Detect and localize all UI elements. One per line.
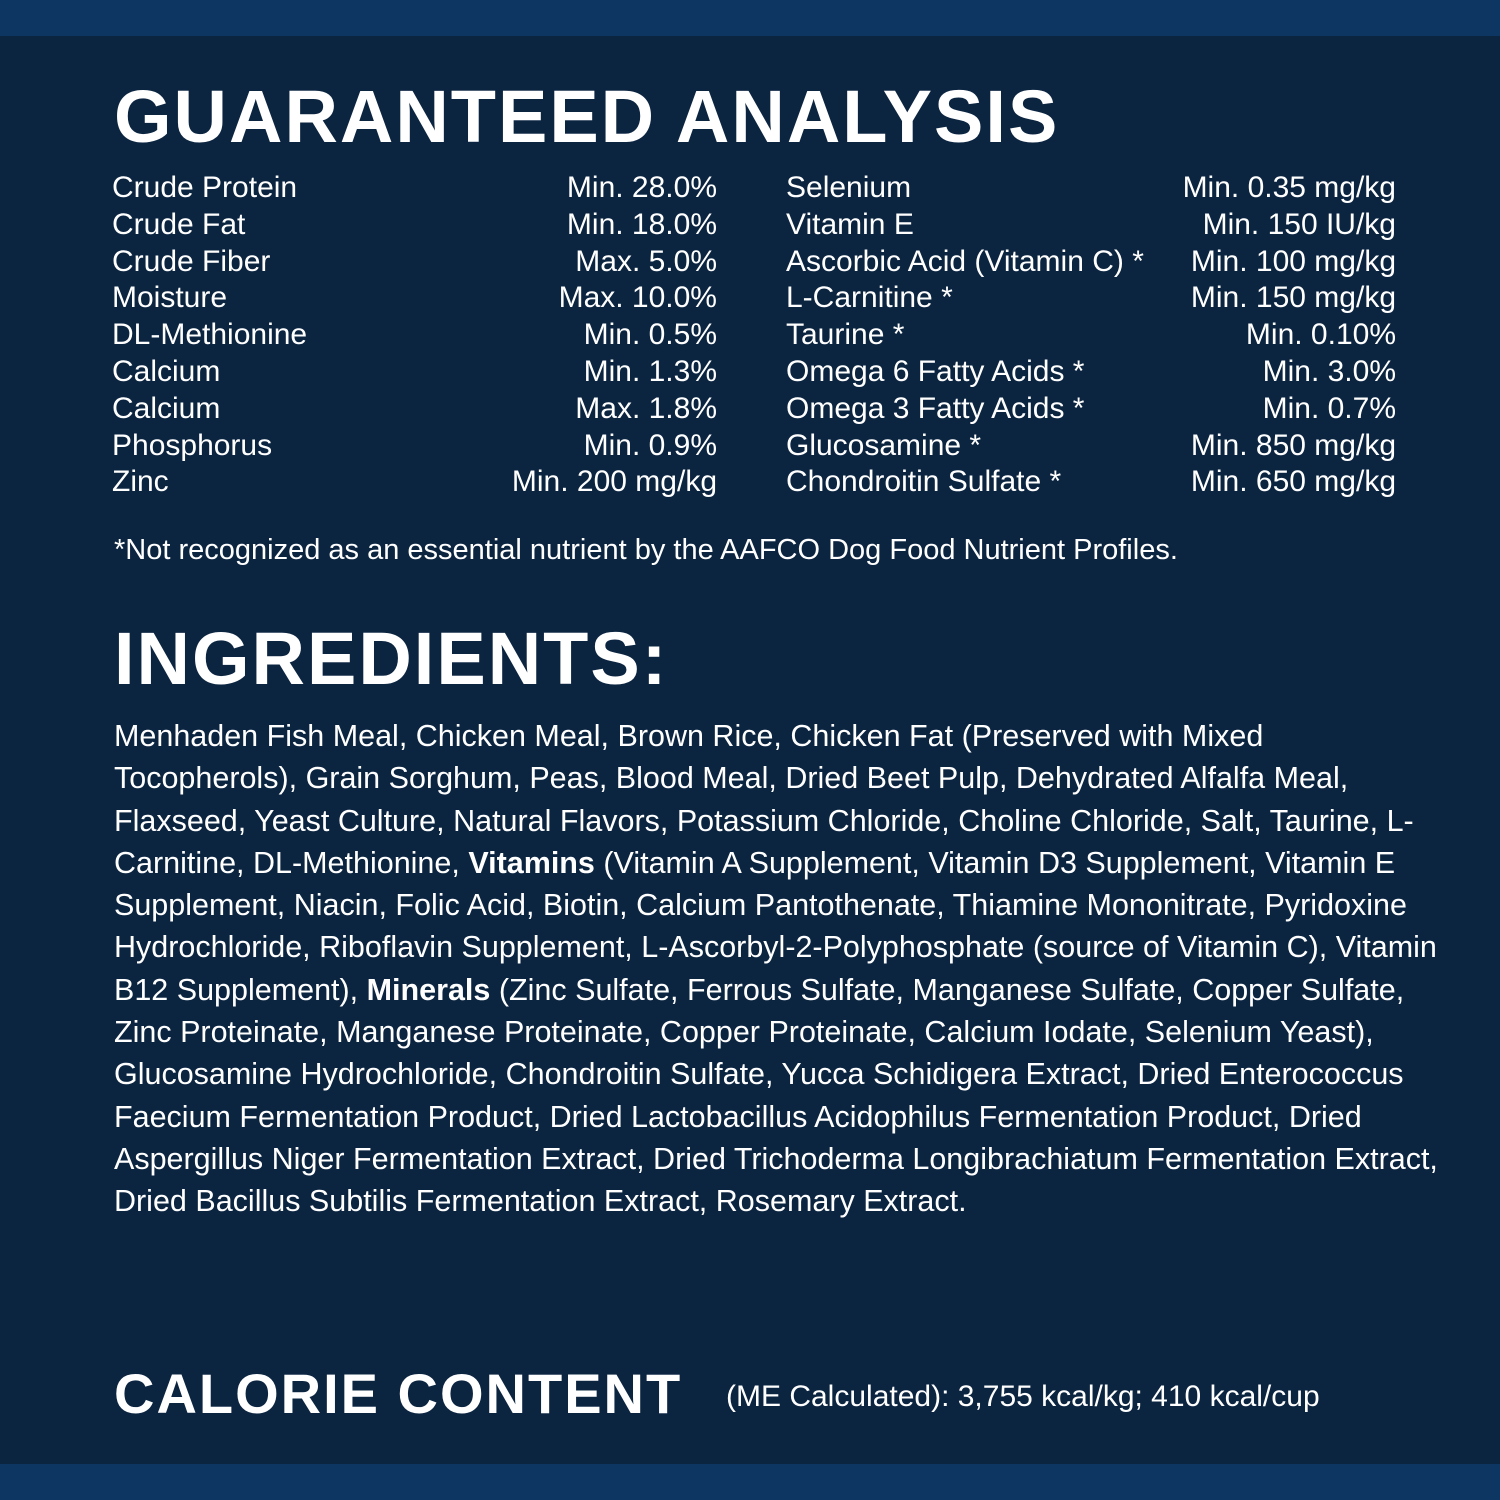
- nutrient-label: L-Carnitine *: [786, 281, 953, 315]
- analysis-row: Vitamin E Min. 150 IU/kg: [786, 207, 1396, 244]
- nutrient-value: Min. 0.35 mg/kg: [1182, 171, 1396, 204]
- nutrient-value: Min. 850 mg/kg: [1190, 428, 1396, 462]
- nutrient-value: Max. 5.0%: [575, 244, 717, 278]
- nutrient-label: Glucosamine *: [786, 428, 982, 462]
- analysis-row: Crude Protein Min. 28.0%: [112, 170, 717, 207]
- analysis-row: Chondroitin Sulfate * Min. 650 mg/kg: [786, 464, 1396, 501]
- calorie-content-text: (ME Calculated): 3,755 kcal/kg; 410 kcal…: [726, 1380, 1320, 1413]
- nutrient-value: Min. 0.9%: [583, 428, 717, 462]
- analysis-row: L-Carnitine * Min. 150 mg/kg: [786, 280, 1396, 317]
- nutrient-label: Crude Fat: [112, 207, 246, 241]
- ingredients-bold-vitamins: Vitamins: [468, 845, 595, 880]
- nutrient-value: Min. 100 mg/kg: [1190, 244, 1396, 278]
- nutrient-label: Taurine *: [786, 318, 905, 352]
- ingredients-title: INGREDIENTS:: [114, 617, 669, 700]
- nutrient-label: Crude Fiber: [112, 244, 271, 278]
- analysis-row: Moisture Max. 10.0%: [112, 280, 717, 317]
- analysis-row: Ascorbic Acid (Vitamin C) * Min. 100 mg/k…: [786, 244, 1396, 281]
- nutrient-value: Min. 650 mg/kg: [1190, 465, 1396, 499]
- ingredients-list: Menhaden Fish Meal, Chicken Meal, Brown …: [114, 715, 1444, 1223]
- nutrient-value: Min. 150 mg/kg: [1190, 281, 1396, 315]
- nutrient-label: Phosphorus: [112, 428, 273, 462]
- nutrient-value: Min. 0.5%: [583, 318, 717, 352]
- analysis-row: Zinc Min. 200 mg/kg: [112, 464, 717, 501]
- nutrient-value: Max. 1.8%: [575, 391, 717, 425]
- nutrient-label: Ascorbic Acid (Vitamin C) *: [786, 244, 1144, 278]
- analysis-column-left: Crude Protein Min. 28.0% Crude Fat Min. 18.…: [112, 170, 717, 501]
- nutrient-value: Min. 0.10%: [1245, 318, 1396, 352]
- nutrient-value: Min. 150 IU/kg: [1202, 207, 1396, 241]
- nutrient-label: Omega 6 Fatty Acids *: [786, 354, 1085, 388]
- nutrient-label: Moisture: [112, 281, 228, 315]
- nutrient-value: Min. 18.0%: [566, 207, 717, 241]
- nutrient-label: Calcium: [112, 391, 221, 425]
- ingredients-text: (Zinc Sulfate, Ferrous Sulfate, Manganes…: [114, 972, 1438, 1219]
- nutrient-value: Min. 0.7%: [1262, 391, 1396, 425]
- nutrient-label: Omega 3 Fatty Acids *: [786, 391, 1085, 425]
- calorie-content-title: CALORIE CONTENT: [114, 1362, 683, 1425]
- nutrient-label: Crude Protein: [112, 171, 298, 204]
- guaranteed-analysis-title: GUARANTEED ANALYSIS: [114, 75, 1060, 158]
- analysis-row: DL-Methionine Min. 0.5%: [112, 317, 717, 354]
- analysis-row: Crude Fiber Max. 5.0%: [112, 244, 717, 281]
- nutrient-label: Chondroitin Sulfate *: [786, 465, 1062, 499]
- nutrient-label: Vitamin E: [786, 207, 914, 241]
- nutrient-label: Selenium: [786, 171, 912, 204]
- analysis-row: Glucosamine * Min. 850 mg/kg: [786, 428, 1396, 465]
- nutrient-label: Zinc: [112, 465, 169, 499]
- analysis-row: Selenium Min. 0.35 mg/kg: [786, 170, 1396, 207]
- nutrient-label: Calcium: [112, 354, 221, 388]
- analysis-row: Taurine * Min. 0.10%: [786, 317, 1396, 354]
- ingredients-text: Menhaden Fish Meal, Chicken Meal, Brown …: [114, 719, 1414, 880]
- nutrient-value: Max. 10.0%: [558, 281, 717, 315]
- analysis-row: Omega 3 Fatty Acids * Min. 0.7%: [786, 391, 1396, 428]
- analysis-footnote: *Not recognized as an essential nutrient…: [114, 534, 1178, 566]
- nutrient-label: DL-Methionine: [112, 318, 308, 352]
- analysis-row: Phosphorus Min. 0.9%: [112, 428, 717, 465]
- analysis-row: Calcium Min. 1.3%: [112, 354, 717, 391]
- analysis-row: Calcium Max. 1.8%: [112, 391, 717, 428]
- nutrient-value: Min. 1.3%: [583, 354, 717, 388]
- nutrient-value: Min. 28.0%: [566, 171, 717, 204]
- ingredients-bold-minerals: Minerals: [366, 972, 491, 1007]
- analysis-column-right: Selenium Min. 0.35 mg/kg Vitamin E Min. 150…: [786, 170, 1396, 501]
- bottom-band: [0, 1464, 1500, 1500]
- ingredients-text: (Vitamin A Supplement, Vitamin D3 Supple…: [114, 845, 1437, 1007]
- analysis-row: Crude Fat Min. 18.0%: [112, 207, 717, 244]
- nutrient-value: Min. 3.0%: [1262, 354, 1396, 388]
- top-band: [0, 0, 1500, 36]
- analysis-row: Omega 6 Fatty Acids * Min. 3.0%: [786, 354, 1396, 391]
- nutrient-value: Min. 200 mg/kg: [511, 465, 717, 499]
